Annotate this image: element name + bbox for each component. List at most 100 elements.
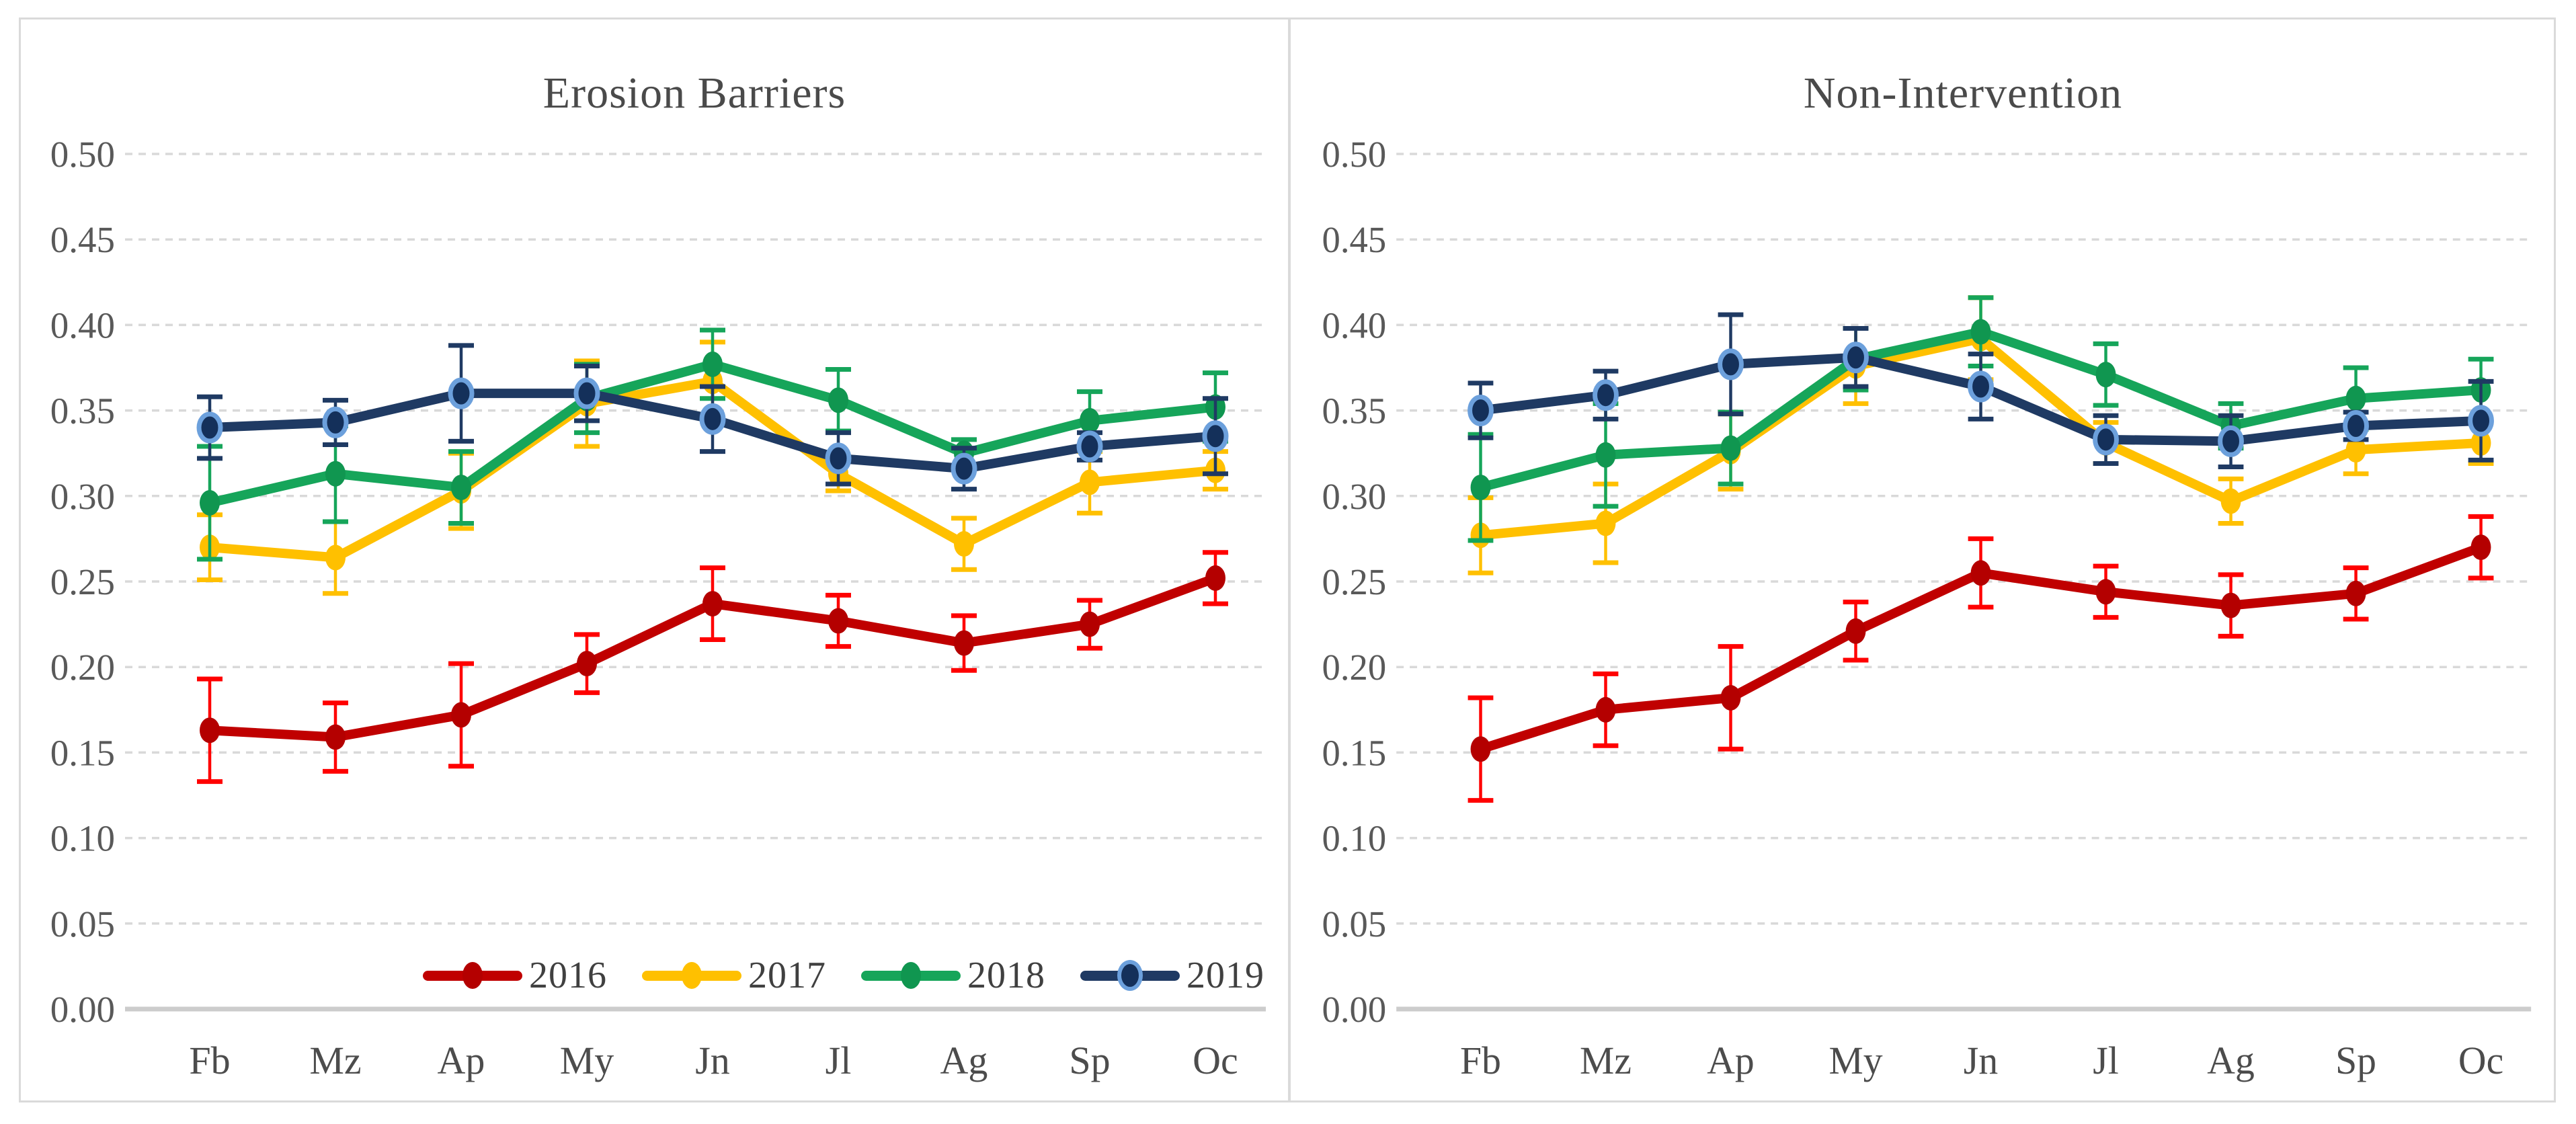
data-point-marker-2016 [1470, 736, 1491, 762]
panel-erosion-barriers: Erosion Barriers 0.50 0.45 0.40 0.35 0.30 0.2… [21, 19, 1287, 1100]
x-tick-label: Mz [309, 1039, 361, 1082]
data-point-marker-2019 [1202, 420, 1229, 452]
data-point-marker-2016 [2345, 580, 2366, 606]
data-point-marker-2018 [702, 351, 723, 377]
data-point-marker-2016 [702, 591, 723, 617]
legend-item-2019: 2019 [1080, 954, 1264, 997]
legend-label-2018: 2018 [967, 955, 1045, 996]
x-tick-label: Sp [1069, 1039, 1110, 1082]
legend-label-2019: 2019 [1186, 955, 1264, 996]
data-point-marker-2018 [1470, 475, 1491, 501]
data-point-marker-2017 [1080, 469, 1100, 495]
data-point-marker-2016 [1720, 684, 1741, 711]
data-point-marker-2018 [451, 475, 471, 501]
legend-swatch-2018 [861, 962, 961, 989]
y-tick-label: 0.10 [1322, 817, 1387, 858]
y-tick-label: 0.50 [50, 134, 115, 175]
x-tick-label: Oc [2458, 1039, 2503, 1082]
y-tick-label: 0.20 [50, 647, 115, 688]
y-tick-label: 0.05 [50, 904, 115, 945]
y-tick-label: 0.30 [50, 476, 115, 517]
data-point-marker-2016 [1080, 611, 1100, 637]
data-point-marker-2019 [2093, 424, 2119, 456]
y-tick-label: 0.40 [50, 305, 115, 346]
y-tick-label: 0.05 [1322, 904, 1387, 945]
data-point-marker-2018 [2345, 385, 2366, 411]
data-point-marker-2019 [1076, 430, 1103, 463]
x-tick-label: Ag [940, 1039, 988, 1082]
chart-title-non-intervention: Non-Intervention [1803, 69, 2123, 118]
data-point-marker-2019 [1593, 379, 1619, 411]
y-tick-label: 0.45 [1322, 219, 1387, 260]
legend-item-2017: 2017 [642, 954, 826, 997]
y-tick-label: 0.15 [50, 732, 115, 773]
data-point-marker-2017 [1595, 510, 1616, 536]
y-tick-label: 0.25 [50, 561, 115, 602]
panel-divider [1288, 17, 1291, 1102]
legend-label-2017: 2017 [748, 955, 826, 996]
data-point-marker-2016 [1205, 565, 1225, 591]
y-tick-label: 0.30 [1322, 476, 1387, 517]
y-tick-label: 0.35 [50, 391, 115, 432]
x-tick-label: Sp [2335, 1039, 2376, 1082]
legend-item-2018: 2018 [861, 954, 1045, 997]
legend-swatch-2016 [423, 962, 522, 989]
data-point-marker-2016 [1970, 560, 1991, 586]
data-point-marker-2018 [828, 387, 848, 413]
data-point-marker-2017 [2220, 488, 2241, 514]
x-tick-label: Ap [1707, 1039, 1754, 1082]
chart-title-erosion-barriers: Erosion Barriers [542, 69, 846, 118]
y-tick-label: 0.45 [50, 219, 115, 260]
data-point-marker-2018 [1595, 442, 1616, 468]
x-tick-label: My [1828, 1039, 1882, 1082]
data-point-marker-2019 [2218, 425, 2244, 457]
data-point-marker-2017 [954, 531, 974, 557]
data-point-marker-2016 [200, 717, 220, 744]
data-point-marker-2019 [573, 377, 600, 409]
figure-border [19, 17, 2556, 1102]
legend-marker-2016 [462, 962, 483, 989]
x-tick-label: Ag [2207, 1039, 2254, 1082]
data-point-marker-2019 [322, 406, 349, 438]
chart-plot-erosion-barriers: 0.50 0.45 0.40 0.35 0.30 0.25 0.20 0.15 0.10 0.05… [50, 134, 1266, 1082]
series-2018 [197, 327, 1228, 562]
data-point-marker-2019 [951, 452, 977, 485]
series-2016 [197, 550, 1228, 785]
legend-swatch-2019 [1080, 960, 1180, 991]
y-tick-label: 0.50 [1322, 134, 1387, 175]
legend-marker-2018 [901, 962, 921, 989]
chart-plot-non-intervention: 0.50 0.45 0.40 0.35 0.30 0.25 0.20 0.15 0.10 0.05… [1322, 134, 2532, 1082]
y-tick-label: 0.40 [1322, 305, 1387, 346]
data-point-marker-2019 [2343, 409, 2369, 442]
y-tick-label: 0.35 [1322, 390, 1387, 431]
x-tick-label: Oc [1193, 1039, 1238, 1082]
series-2019 [1467, 312, 2494, 470]
x-tick-label: Ap [438, 1039, 485, 1082]
data-point-marker-2019 [1718, 348, 1744, 380]
data-point-marker-2019 [1467, 395, 1494, 427]
data-point-marker-2018 [1970, 319, 1991, 345]
y-tick-label: 0.15 [1322, 732, 1387, 773]
data-point-marker-2016 [451, 702, 471, 728]
series-2019 [196, 343, 1229, 492]
x-tick-label: Fb [1460, 1039, 1501, 1082]
data-point-marker-2016 [325, 724, 346, 750]
data-point-marker-2016 [1845, 618, 1866, 644]
data-point-marker-2016 [2470, 534, 2491, 561]
data-point-marker-2019 [448, 377, 475, 409]
data-point-marker-2019 [2468, 405, 2494, 437]
data-point-marker-2018 [1720, 435, 1741, 461]
y-tick-label: 0.25 [1322, 561, 1387, 602]
data-point-marker-2016 [1595, 696, 1616, 723]
legend-marker-2017 [682, 962, 702, 989]
data-point-marker-2018 [1080, 407, 1100, 434]
legend-swatch-2017 [642, 962, 741, 989]
data-point-marker-2016 [577, 651, 597, 677]
x-tick-label: Mz [1580, 1039, 1632, 1082]
data-point-marker-2016 [2220, 592, 2241, 618]
x-tick-label: My [560, 1039, 614, 1082]
data-point-marker-2018 [200, 489, 220, 516]
data-point-marker-2016 [954, 630, 974, 656]
chart-legend: 2016 2017 2018 2019 [423, 954, 1264, 997]
